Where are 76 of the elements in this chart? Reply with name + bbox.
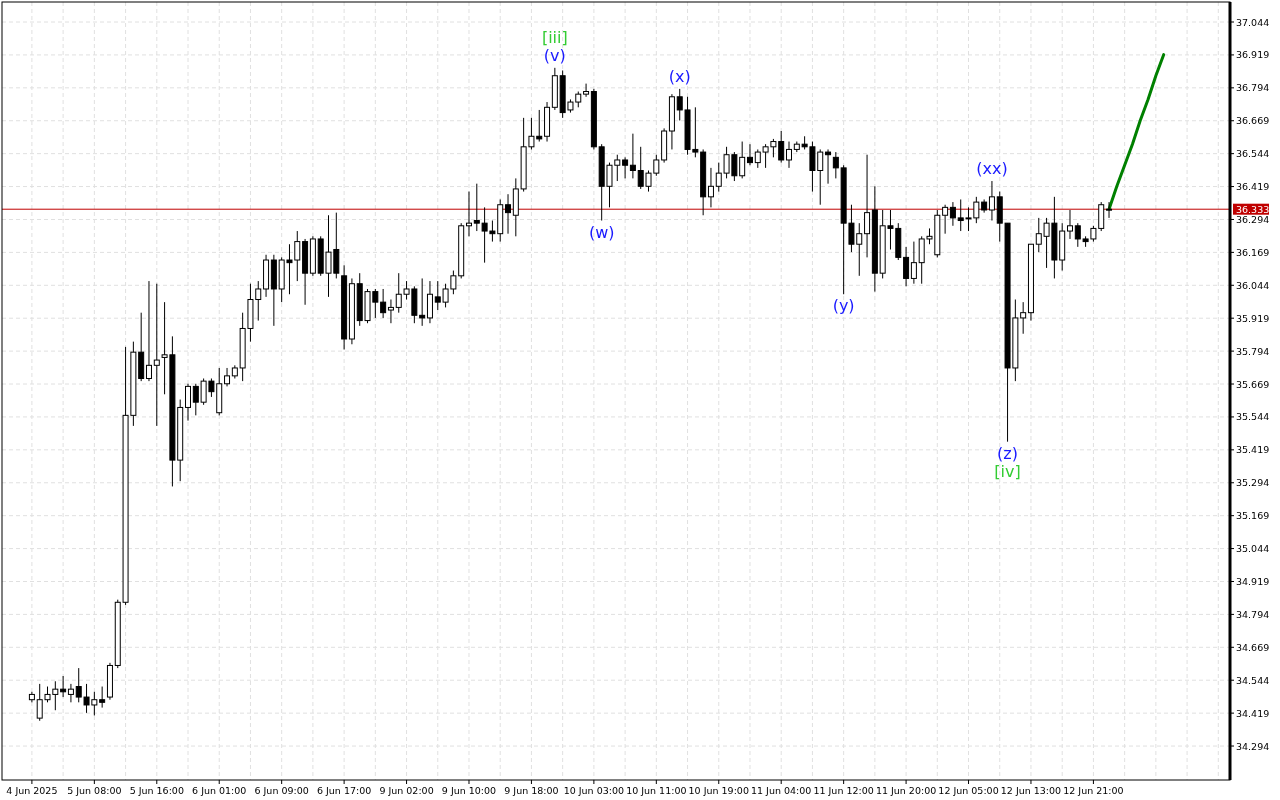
candlestick bbox=[903, 246, 910, 287]
candlestick bbox=[864, 154, 871, 258]
y-tick-label: 36.919 bbox=[1236, 49, 1270, 61]
y-tick-label: 36.294 bbox=[1236, 213, 1270, 225]
y-tick-label: 35.419 bbox=[1236, 444, 1270, 456]
annotation: (v) bbox=[543, 45, 566, 65]
candlestick bbox=[505, 193, 512, 235]
annotation: (xx) bbox=[976, 159, 1008, 179]
y-tick-label: 34.919 bbox=[1236, 575, 1270, 587]
y-tick-label: 34.544 bbox=[1236, 674, 1270, 686]
candlestick bbox=[629, 133, 636, 179]
y-tick-label: 34.419 bbox=[1236, 707, 1270, 719]
x-tick-label: 12 Jun 13:00 bbox=[1000, 785, 1062, 796]
x-tick-label: 11 Jun 20:00 bbox=[875, 785, 937, 796]
x-tick-label: 5 Jun 16:00 bbox=[129, 785, 184, 796]
annotation: (x) bbox=[668, 66, 691, 86]
y-tick-label: 35.919 bbox=[1236, 312, 1270, 324]
candlestick bbox=[185, 383, 192, 422]
candlestick bbox=[746, 143, 753, 166]
y-tick-label: 36.669 bbox=[1236, 115, 1270, 127]
candlestick bbox=[583, 83, 590, 98]
y-tick-label: 35.544 bbox=[1236, 411, 1270, 423]
candlestick bbox=[942, 204, 949, 235]
candlestick bbox=[224, 367, 231, 387]
y-tick-label: 35.794 bbox=[1236, 345, 1270, 357]
candlestick bbox=[99, 686, 106, 709]
candlestick bbox=[145, 280, 152, 382]
annotation: (y) bbox=[832, 296, 855, 316]
y-tick-label: 36.794 bbox=[1236, 82, 1270, 94]
x-tick-label: 6 Jun 09:00 bbox=[254, 785, 309, 796]
y-tick-label: 36.044 bbox=[1236, 279, 1270, 291]
x-tick-label: 4 Jun 2025 bbox=[6, 785, 58, 796]
candlestick bbox=[786, 141, 793, 169]
y-tick-label: 34.794 bbox=[1236, 608, 1270, 620]
x-tick-label: 9 Jun 18:00 bbox=[504, 785, 559, 796]
candlestick bbox=[426, 280, 433, 324]
x-tick-label: 11 Jun 04:00 bbox=[751, 785, 812, 796]
candlestick bbox=[67, 683, 74, 703]
annotation: (z) bbox=[997, 443, 1018, 463]
annotation: (w) bbox=[588, 222, 615, 242]
y-tick-label: 36.419 bbox=[1236, 181, 1270, 193]
y-tick-label: 35.294 bbox=[1236, 477, 1270, 489]
candlestick bbox=[988, 180, 995, 222]
candlestick bbox=[153, 283, 160, 427]
candlestick bbox=[387, 299, 394, 324]
y-tick-label: 35.669 bbox=[1236, 378, 1270, 390]
y-tick-label: 37.044 bbox=[1236, 16, 1270, 28]
x-tick-label: 6 Jun 17:00 bbox=[316, 785, 372, 796]
ref-line-label: 36.333 bbox=[1236, 203, 1270, 215]
y-tick-label: 35.169 bbox=[1236, 510, 1270, 522]
candlestick bbox=[380, 288, 387, 319]
y-tick-label: 36.544 bbox=[1236, 148, 1270, 160]
candlestick bbox=[949, 201, 956, 227]
x-tick-label: 10 Jun 03:00 bbox=[563, 785, 625, 796]
annotation: [iii] bbox=[541, 27, 568, 47]
x-tick-label: 11 Jun 12:00 bbox=[813, 785, 874, 796]
annotation: [iv] bbox=[994, 461, 1021, 481]
x-tick-label: 9 Jun 02:00 bbox=[379, 785, 434, 796]
candlestick bbox=[707, 167, 714, 208]
y-tick-label: 34.669 bbox=[1236, 641, 1270, 653]
x-tick-label: 12 Jun 05:00 bbox=[938, 785, 999, 796]
x-tick-label: 6 Jun 01:00 bbox=[192, 785, 247, 796]
y-tick-label: 35.044 bbox=[1236, 543, 1270, 555]
candlestick bbox=[910, 241, 917, 285]
candlestick bbox=[1066, 209, 1073, 240]
x-tick-label: 12 Jun 21:00 bbox=[1063, 785, 1124, 796]
y-tick-label: 36.169 bbox=[1236, 246, 1270, 258]
candlestick bbox=[622, 156, 629, 179]
x-tick-label: 10 Jun 19:00 bbox=[688, 785, 749, 796]
candlestick bbox=[1106, 201, 1113, 219]
candlestick bbox=[825, 148, 832, 185]
x-tick-label: 9 Jun 10:00 bbox=[441, 785, 497, 796]
x-tick-label: 10 Jun 11:00 bbox=[626, 785, 687, 796]
x-tick-label: 5 Jun 08:00 bbox=[67, 785, 122, 796]
line-series bbox=[1107, 53, 1166, 211]
y-tick-label: 34.294 bbox=[1236, 740, 1270, 752]
